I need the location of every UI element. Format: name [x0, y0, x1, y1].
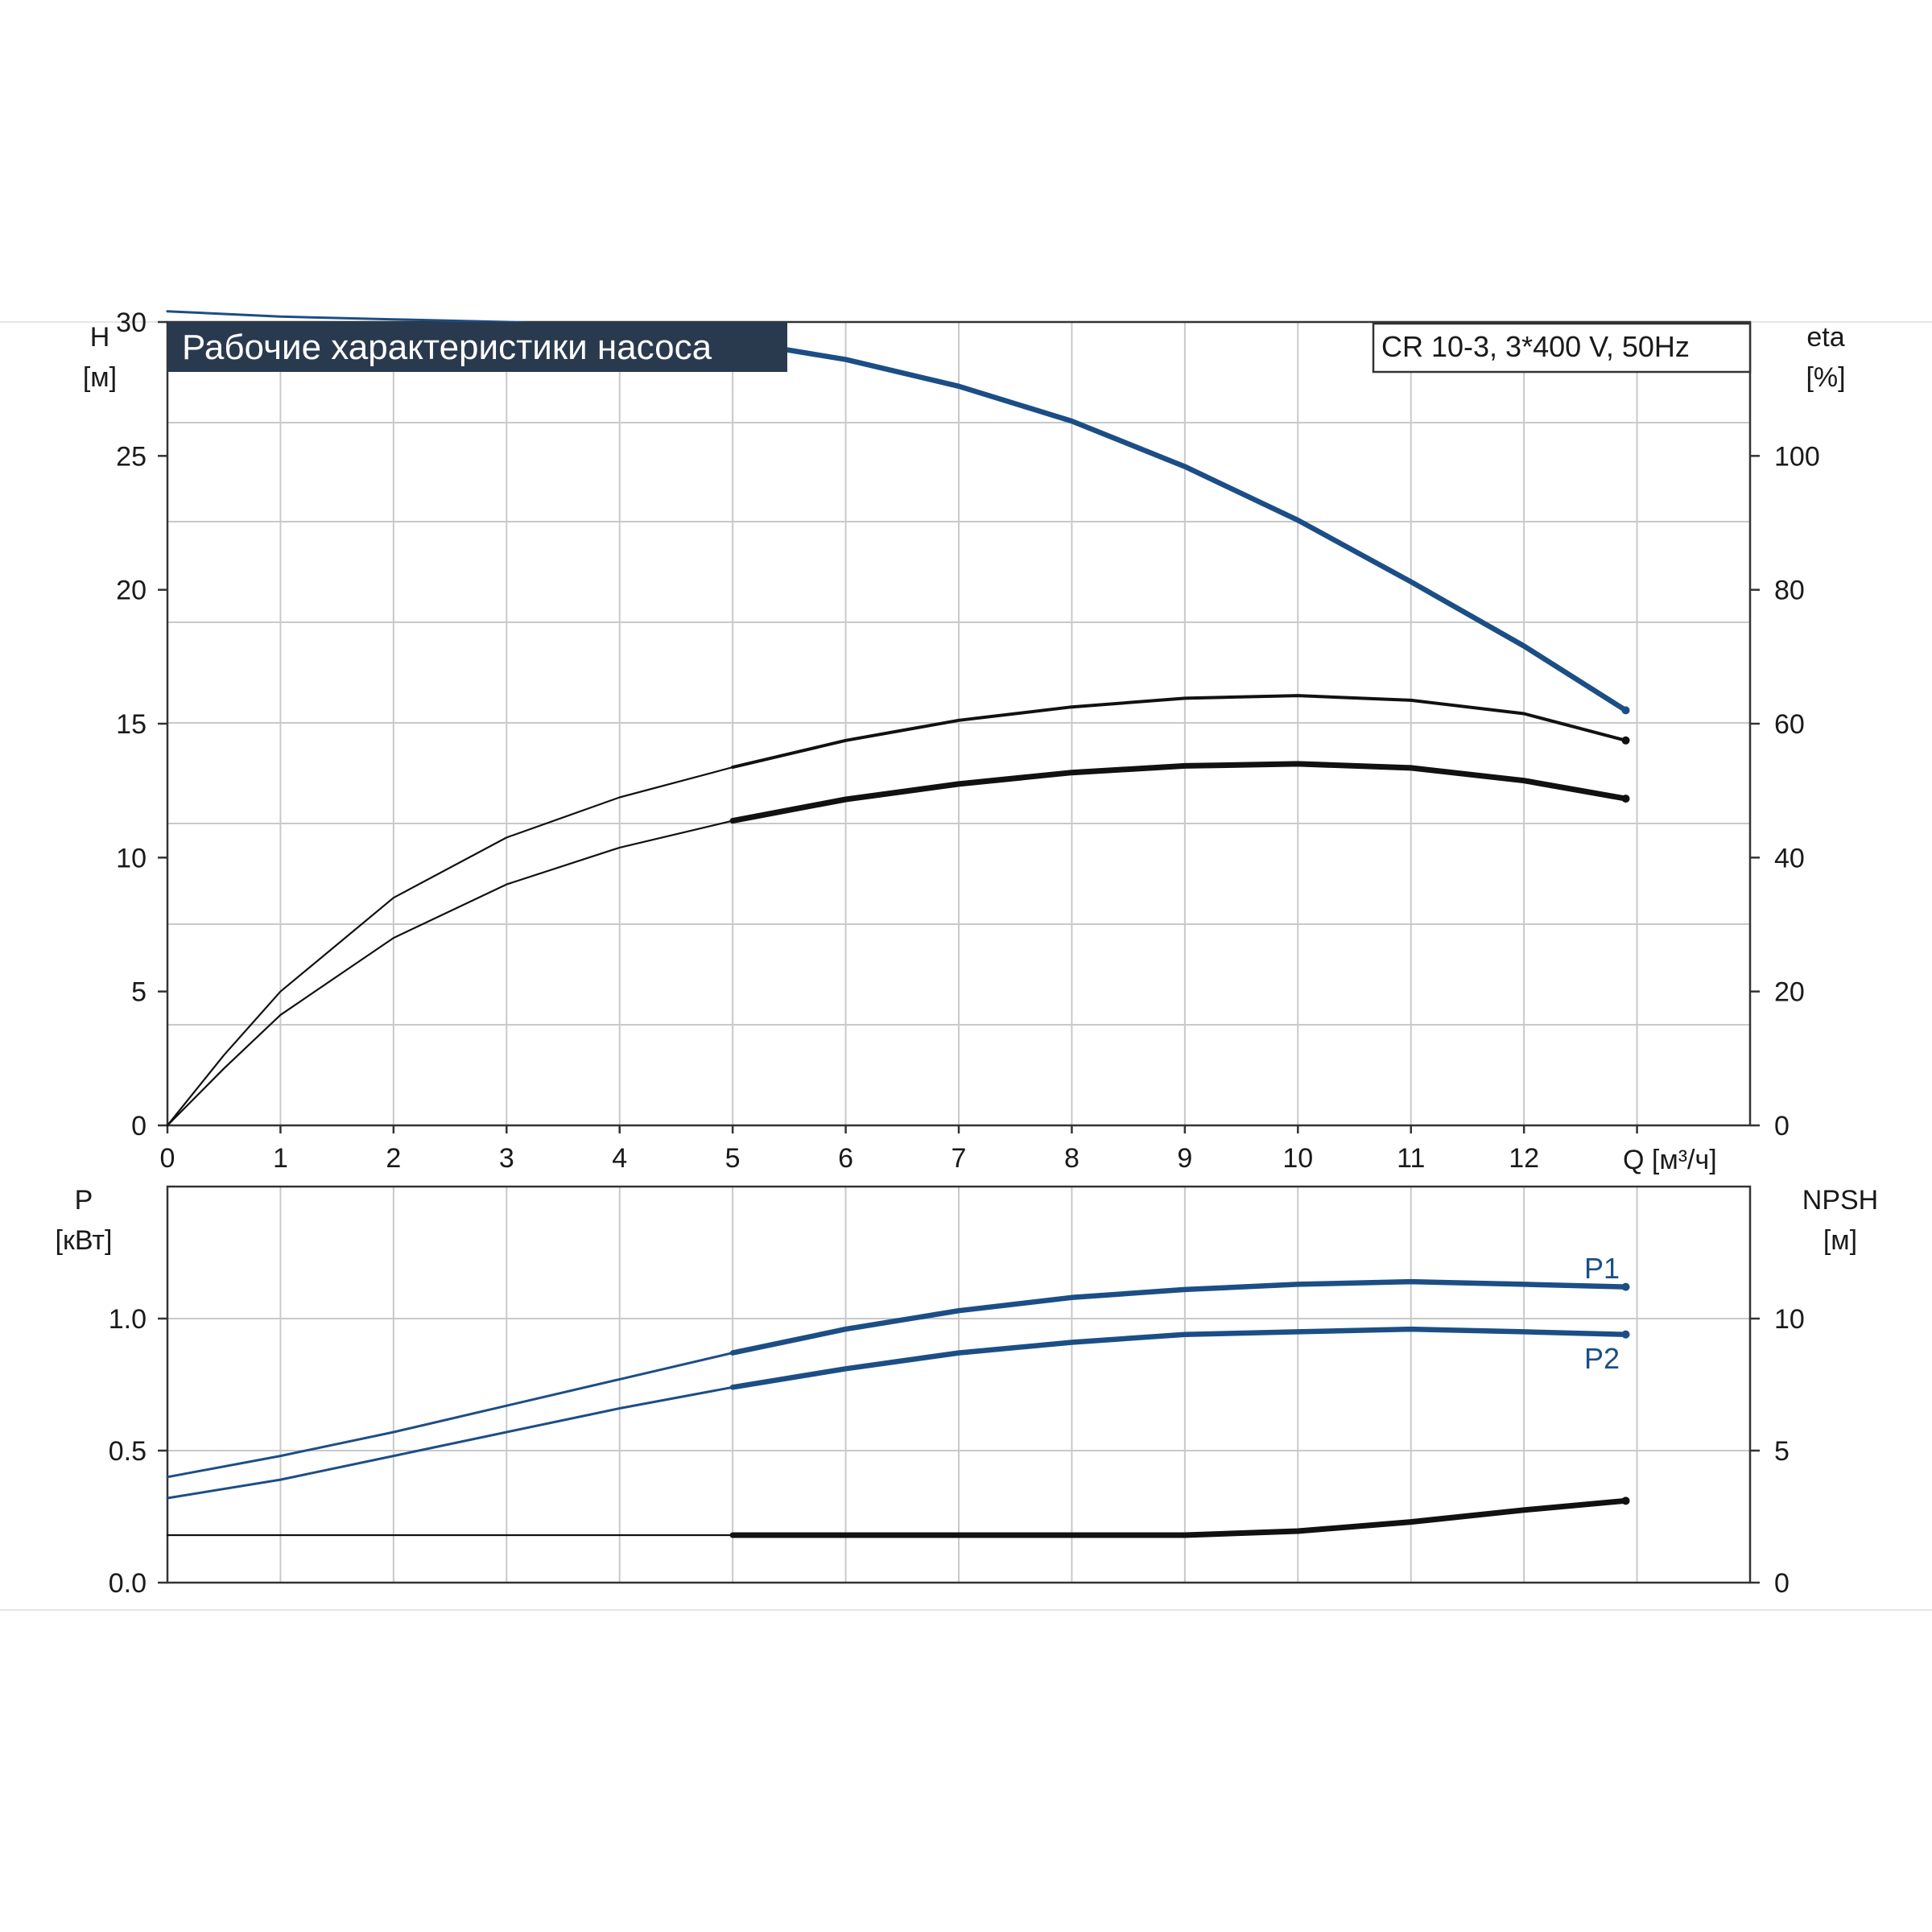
- model-label-box: [1372, 322, 1752, 374]
- series-1-end-point: [1621, 1330, 1630, 1339]
- x-tick-label: 7: [952, 1143, 967, 1174]
- series-0-line: [729, 338, 1629, 713]
- series-2-end-point: [1621, 795, 1630, 803]
- x-tick-label: 11: [1397, 1143, 1425, 1174]
- y-left-tick-label: 30: [116, 308, 147, 338]
- y-right-tick-label: 40: [1774, 843, 1805, 873]
- x-tick-label: 2: [386, 1143, 401, 1174]
- x-tick-label: 6: [838, 1143, 853, 1174]
- x-tick-label: 1: [273, 1143, 288, 1174]
- y-right-tick-label: 60: [1774, 709, 1805, 740]
- series-1-end-point: [1621, 736, 1630, 745]
- y-left-tick-label: 1.0: [109, 1304, 147, 1335]
- x-tick-label: 10: [1282, 1143, 1313, 1174]
- y-left-tick-label: 0.0: [109, 1568, 147, 1599]
- series-0-line: [729, 1278, 1629, 1356]
- series-0-end-point: [1621, 706, 1630, 715]
- y-left-tick-label: 15: [116, 709, 147, 740]
- bottom-grid: [167, 1187, 1750, 1583]
- y-left-title-bottom-2: [кВт]: [56, 1225, 113, 1256]
- y-left-title-bottom-1: P: [75, 1185, 93, 1216]
- y-left-tick-label: 25: [116, 441, 147, 472]
- y-left-title-top-1: H: [90, 322, 110, 353]
- series-1-line-thin: [166, 1385, 734, 1500]
- y-right-title-bottom-2: [м]: [1823, 1225, 1857, 1256]
- x-tick-label: 0: [160, 1143, 175, 1174]
- y-left-tick-label: 20: [116, 576, 147, 606]
- series-1-line-thin: [166, 766, 734, 1127]
- x-axis-title: Q [м³/ч]: [1623, 1145, 1717, 1175]
- y-right-tick-label: 80: [1774, 576, 1805, 606]
- y-right-tick-label: 0: [1774, 1111, 1790, 1141]
- series-1-line: [729, 1326, 1629, 1390]
- model-label: CR 10-3, 3*400 V, 50Hz: [1381, 330, 1690, 363]
- title-box: [167, 322, 787, 372]
- series-2-line: [729, 761, 1629, 824]
- y-right-title-top-1: eta: [1806, 322, 1844, 353]
- series-label-p1: P1: [1584, 1252, 1620, 1285]
- series-2-end-point: [1621, 1496, 1630, 1505]
- y-left-title-top-2: [м]: [83, 362, 117, 393]
- series-0-end-point: [1621, 1282, 1630, 1291]
- x-tick-label: 3: [499, 1143, 514, 1174]
- series-2-line: [729, 1497, 1629, 1538]
- bottom-series: [166, 1278, 1630, 1538]
- series-1-line: [731, 694, 1628, 770]
- y-left-tick-label: 0.5: [109, 1436, 147, 1467]
- x-tick-label: 5: [725, 1143, 741, 1174]
- y-left-tick-label: 10: [116, 843, 147, 873]
- bottom-plot-frame: [166, 1185, 1752, 1584]
- bottom-tick-labels: 0.0 0.5 1.0 0 5 10: [109, 1304, 1805, 1599]
- chart-title: Рабочие характеристики насоса: [182, 328, 712, 367]
- series-label-p2: P2: [1584, 1342, 1620, 1375]
- y-right-tick-label: 20: [1774, 977, 1805, 1008]
- y-right-title-top-2: [%]: [1806, 362, 1845, 393]
- y-right-tick-label: 100: [1774, 441, 1820, 472]
- y-right-tick-label: 0: [1774, 1568, 1790, 1599]
- y-right-tick-label: 10: [1774, 1304, 1805, 1335]
- top-grid: [167, 322, 1750, 1125]
- series-0-line-thin: [166, 1352, 734, 1479]
- x-tick-label: 12: [1509, 1143, 1539, 1174]
- y-left-tick-label: 0: [131, 1111, 147, 1141]
- y-left-tick-label: 5: [131, 977, 147, 1008]
- x-tick-label: 8: [1064, 1143, 1080, 1174]
- y-right-tick-label: 5: [1774, 1436, 1790, 1467]
- series-2-line-thin: [166, 819, 734, 1127]
- y-right-title-bottom-1: NPSH: [1802, 1185, 1878, 1216]
- x-tick-label: 9: [1177, 1143, 1192, 1174]
- x-tick-label: 4: [612, 1143, 627, 1174]
